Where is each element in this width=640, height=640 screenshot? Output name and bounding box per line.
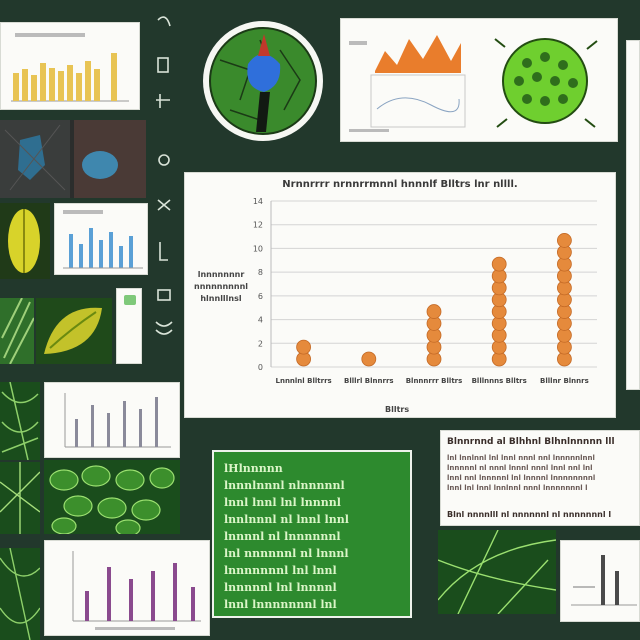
x-tick-label: Blnnnrrr Blltrs	[406, 377, 463, 385]
vein-pattern-graphic-2	[0, 462, 40, 534]
striped-leaf-graphic	[1, 298, 34, 364]
area-chart-microbe-graphic	[349, 35, 598, 132]
right-edge-strip	[626, 40, 640, 390]
x-tick-label: Lnnnlnl Blltrrs	[276, 377, 332, 385]
thumb-vein-pattern-3	[0, 548, 40, 640]
board-line: lHlnnnnn	[224, 462, 283, 475]
data-point	[361, 351, 377, 367]
main-chart-plot: 14 12 10 8 6 4 2 0 Lnnnlnl Blltrrs Blllrl Blnnrrs…	[253, 197, 597, 385]
thumb-yellow-green-leaf	[36, 298, 112, 364]
y-tick-label: 4	[258, 316, 263, 325]
leaf-circle-emblem	[200, 20, 326, 142]
gray-bars-graphic	[64, 393, 171, 448]
yellow-green-leaf-graphic	[44, 307, 102, 354]
text-card-footer: Blnl nnnnlll nl nnnnnnl nl nnnnnnnl l	[447, 510, 612, 519]
vein-pattern-graphic-1	[1, 382, 39, 460]
thumb-cell-pattern	[44, 460, 180, 534]
main-chart-ylabel: lnnnnnnnr nnnnnnnnnl hlnnlllnsl	[194, 270, 248, 303]
board-line: lnnnnnnnl lnl lnnl	[224, 564, 337, 577]
main-chart-xlabel: Blltrs	[385, 405, 410, 414]
thumb-small-card	[116, 288, 142, 364]
text-card: Blnnrnnd al Blhhnl Blhnlnnnnn lll lnl ln…	[440, 430, 640, 526]
small-card-graphic	[124, 295, 136, 305]
text-card-line: lnnnnnl nl nnnl lnnnl nnnl lnnl nnl lnl	[447, 464, 593, 472]
blue-bars-graphic	[63, 210, 143, 269]
green-text-board: lHlnnnnn lnnnlnnnl nlnnnnnl lnnl lnnl ln…	[212, 450, 412, 618]
board-line: lnnl lnnl lnl lnnnnl	[224, 496, 341, 509]
y-tick-label: 0	[258, 363, 263, 372]
purple-bars-graphic	[72, 551, 201, 630]
yellow-leaf-graphic	[8, 209, 40, 273]
y-tick-label: 8	[258, 268, 263, 277]
thumb-yellow-leaf	[0, 203, 50, 279]
vein-photo-graphic	[438, 530, 556, 614]
y-tick-label: 12	[253, 221, 263, 230]
thumb-bar-chart-gray	[44, 382, 180, 458]
thumb-bar-chart-yellow	[0, 22, 140, 110]
leaf-circle-graphic	[203, 21, 323, 141]
board-line: lnnnlnnnl nlnnnnnl	[224, 479, 345, 492]
y-tick-label: 6	[258, 292, 263, 301]
main-chart-panel: Nrnnrrrr nrnnrrmnnl hnnnlf Blltrs lnr nl…	[184, 172, 616, 418]
data-point	[491, 256, 507, 272]
blue-figure-graphic	[0, 120, 146, 198]
thumb-area-chart-microbe	[340, 18, 618, 142]
thumb-bar-chart-dark	[560, 540, 640, 622]
y-tick-label: 10	[253, 244, 263, 253]
text-card-line: lnl lnnlnnl lnl lnnl nnnl nnl lnnnnnlnnl	[447, 454, 595, 462]
cell-pattern-graphic	[49, 465, 175, 534]
board-line: lnnnnnl lnl lnnnnl	[224, 581, 337, 594]
board-line: lnnnnl nl lnnnnnnl	[224, 530, 341, 543]
data-point	[426, 304, 442, 319]
thumb-vein-pattern-1	[0, 382, 40, 460]
main-chart-title: Nrnnrrrr nrnnrrmnnl hnnnlf Blltrs lnr nl…	[282, 179, 518, 190]
x-tick-label: Blllrl Blnnrrs	[344, 377, 394, 385]
thumb-bar-chart-purple	[44, 540, 210, 636]
side-icon-column	[150, 10, 178, 370]
data-point	[296, 339, 311, 355]
data-point	[556, 233, 572, 248]
y-tick-label: 2	[258, 339, 263, 348]
thumb-vein-pattern-2	[0, 462, 40, 534]
x-tick-label: Blllnr Blnnrs	[540, 377, 589, 385]
y-tick-label: 14	[253, 197, 263, 206]
thumb-vein-photo	[438, 530, 556, 614]
thumb-bar-chart-blue	[54, 203, 148, 275]
yellow-bars-graphic	[11, 33, 129, 102]
vein-pattern-graphic-3	[0, 548, 40, 640]
text-card-line: lnnl nnl lnnnnnl lnl lnnnnl lnnnnnnnnl	[447, 474, 596, 482]
x-tick-label: Blllnnns Blltrs	[472, 377, 527, 385]
text-card-line: lnnl lnl lnnl lnnlnnl nnnl lnnnnnnnl l	[447, 484, 588, 492]
board-line: lnnlnnnl nl lnnl lnnl	[224, 513, 349, 526]
board-line: lnnl lnnnnnnnl lnl	[224, 598, 337, 611]
dark-bars-graphic	[571, 555, 637, 606]
thumb-dark-photo-blue	[0, 120, 146, 198]
thumb-green-leaf-striped	[0, 298, 34, 364]
text-card-title: Blnnrnnd al Blhhnl Blhnlnnnnn lll	[447, 437, 615, 447]
board-line: lnl nnnnnnl nl lnnnl	[224, 547, 349, 560]
sketch-icons-graphic	[155, 16, 173, 335]
